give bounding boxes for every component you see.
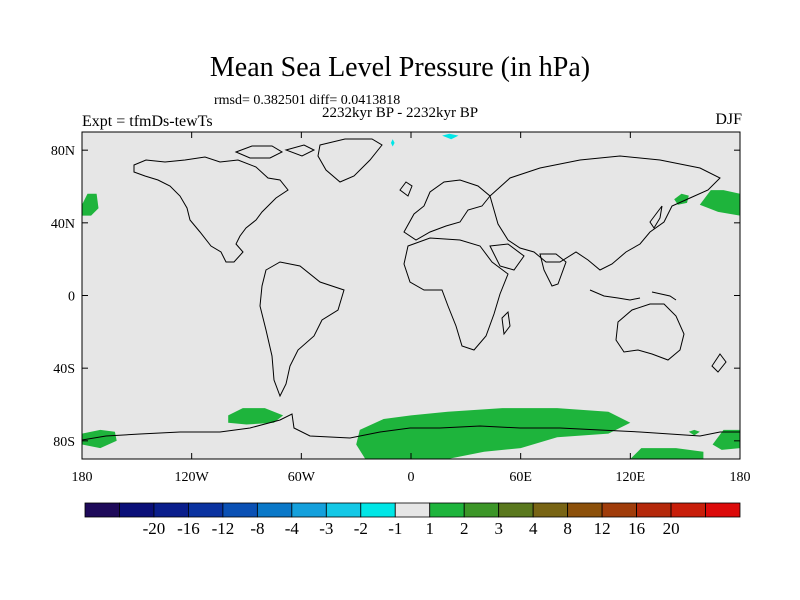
y-tick-label: 0 bbox=[68, 290, 75, 305]
region-kamchatka-sea bbox=[674, 193, 689, 205]
colorbar-label: 8 bbox=[563, 519, 572, 538]
coastline-british-isles bbox=[399, 181, 413, 197]
region-north-pacific-east bbox=[82, 193, 99, 216]
colorbar-swatch bbox=[670, 502, 706, 518]
anomaly-regions bbox=[82, 133, 740, 459]
region-south-pacific bbox=[228, 408, 284, 425]
x-tick-label: 120W bbox=[175, 470, 210, 485]
colorbar-swatch bbox=[394, 502, 431, 518]
colorbar-swatch bbox=[153, 502, 189, 518]
map-axes: 180 120W 60W 0 60E 120E 180 80N 40N 0 40S 80S bbox=[51, 132, 751, 485]
coastline-africa bbox=[403, 237, 509, 351]
region-ross-sea-east bbox=[712, 429, 740, 450]
region-small-patch-south bbox=[688, 429, 700, 436]
colorbar-swatch bbox=[84, 502, 120, 518]
colorbar-swatch bbox=[119, 502, 155, 518]
map-background bbox=[82, 132, 740, 459]
coastline-australia bbox=[615, 303, 685, 361]
y-tick-label: 40N bbox=[51, 217, 75, 232]
coastline-asia bbox=[489, 155, 721, 271]
colorbar-label: 12 bbox=[594, 519, 611, 538]
colorbar-swatch bbox=[291, 502, 327, 518]
coastline-new-zealand bbox=[711, 353, 727, 373]
region-north-pacific-west bbox=[699, 190, 740, 216]
colorbar-swatch bbox=[636, 502, 672, 518]
colorbar: -20 -16 -12 -8 -4 -3 -2 -1 1 2 3 4 8 12 16 20 bbox=[84, 502, 741, 538]
colorbar-swatch bbox=[360, 502, 396, 518]
y-tick-label: 80N bbox=[51, 144, 75, 159]
colorbar-label: 16 bbox=[628, 519, 645, 538]
colorbar-swatch bbox=[532, 502, 569, 518]
y-tick-label: 40S bbox=[53, 362, 75, 377]
x-tick-label: 120E bbox=[616, 470, 646, 485]
colorbar-swatch bbox=[222, 502, 258, 518]
region-ross-sea bbox=[82, 429, 117, 449]
period-subtitle: 2232kyr BP - 2232kyr BP bbox=[322, 105, 479, 121]
coastlines bbox=[82, 138, 740, 441]
rmsd-diff-text: rmsd= 0.382501 diff= 0.0413818 bbox=[214, 93, 401, 108]
colorbar-label: 3 bbox=[494, 519, 503, 538]
colorbar-swatch bbox=[325, 502, 362, 518]
colorbar-swatch bbox=[188, 502, 224, 518]
colorbar-label: 2 bbox=[460, 519, 469, 538]
chart-title: Mean Sea Level Pressure (in hPa) bbox=[209, 52, 591, 83]
x-tick-label: 0 bbox=[408, 470, 415, 485]
coastline-indonesia bbox=[589, 289, 641, 301]
colorbar-label: -3 bbox=[319, 519, 333, 538]
y-tick-label: 80S bbox=[53, 435, 75, 450]
colorbar-label: -12 bbox=[212, 519, 235, 538]
colorbar-label: 20 bbox=[663, 519, 680, 538]
x-tick-label: 60W bbox=[288, 470, 316, 485]
colorbar-label: -8 bbox=[250, 519, 264, 538]
colorbar-swatch bbox=[705, 502, 741, 518]
colorbar-label: -1 bbox=[388, 519, 402, 538]
colorbar-swatch bbox=[567, 502, 603, 518]
colorbar-label: -2 bbox=[354, 519, 368, 538]
colorbar-label: 1 bbox=[425, 519, 434, 538]
colorbar-label: -4 bbox=[285, 519, 300, 538]
colorbar-swatch bbox=[256, 502, 293, 518]
region-antarctic-interior bbox=[630, 448, 704, 459]
region-greenland-sea-patch bbox=[390, 139, 395, 147]
coastline-north-america bbox=[133, 156, 289, 263]
coastline-new-guinea bbox=[651, 291, 677, 301]
coastline-greenland bbox=[317, 138, 383, 183]
coastline-arctic-island-2 bbox=[284, 144, 316, 157]
x-tick-label: 180 bbox=[730, 470, 751, 485]
coastline-arabia bbox=[489, 243, 525, 271]
colorbar-swatch bbox=[429, 502, 465, 518]
experiment-label: Expt = tfmDs-tewTs bbox=[82, 113, 213, 130]
colorbar-swatch bbox=[601, 502, 637, 518]
x-tick-label: 60E bbox=[509, 470, 532, 485]
region-southern-ocean-atlantic-indian bbox=[356, 408, 631, 459]
coastline-india bbox=[539, 253, 567, 287]
colorbar-label: -20 bbox=[143, 519, 166, 538]
season-label: DJF bbox=[715, 111, 742, 128]
coastline-madagascar bbox=[501, 310, 511, 336]
coastline-south-america bbox=[259, 261, 345, 398]
region-arctic-patch bbox=[442, 133, 459, 140]
colorbar-swatch bbox=[498, 502, 534, 518]
coastline-arctic-islands bbox=[234, 145, 284, 159]
colorbar-label: 4 bbox=[529, 519, 538, 538]
colorbar-label: -16 bbox=[177, 519, 200, 538]
coastline-antarctica bbox=[82, 413, 740, 441]
x-tick-label: 180 bbox=[72, 470, 93, 485]
colorbar-swatch bbox=[463, 502, 500, 518]
coastline-japan bbox=[649, 205, 663, 229]
